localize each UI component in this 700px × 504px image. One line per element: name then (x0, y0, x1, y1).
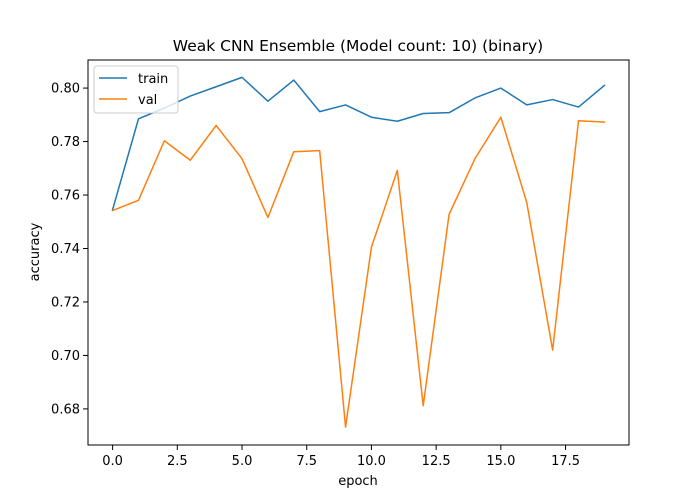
axis-ticks: 0.0 2.5 5.0 7.5 10.0 12.5 15.0 17.5 0.68 0.70 0.72… (51, 82, 580, 469)
x-tick-label: 15.0 (486, 454, 515, 469)
x-tick-label: 2.5 (167, 454, 188, 469)
legend: train val (93, 65, 179, 114)
x-tick-label: 10.0 (357, 454, 386, 469)
x-tick-label: 0.0 (102, 454, 123, 469)
legend-label-train: train (138, 72, 168, 87)
data-series (111, 76, 606, 428)
series-train (111, 76, 606, 211)
x-tick-label: 17.5 (551, 454, 580, 469)
legend-label-val: val (138, 93, 157, 108)
y-tick-label: 0.76 (51, 189, 80, 204)
y-tick-label: 0.80 (51, 82, 80, 97)
y-tick-label: 0.68 (51, 402, 80, 417)
plot-area-frame (87, 59, 630, 446)
series-line-val (111, 116, 606, 428)
y-tick-label: 0.72 (51, 295, 80, 310)
y-axis-label: accuracy (28, 222, 43, 281)
x-axis-label: epoch (338, 474, 378, 489)
chart-title: Weak CNN Ensemble (Model count: 10) (bin… (173, 37, 543, 55)
y-tick-label: 0.74 (51, 242, 80, 257)
y-tick-label: 0.70 (51, 349, 80, 364)
series-val (111, 116, 606, 428)
y-tick-label: 0.78 (51, 135, 80, 150)
series-line-train (111, 76, 606, 211)
x-tick-label: 12.5 (422, 454, 451, 469)
x-tick-label: 5.0 (232, 454, 253, 469)
x-tick-label: 7.5 (296, 454, 317, 469)
